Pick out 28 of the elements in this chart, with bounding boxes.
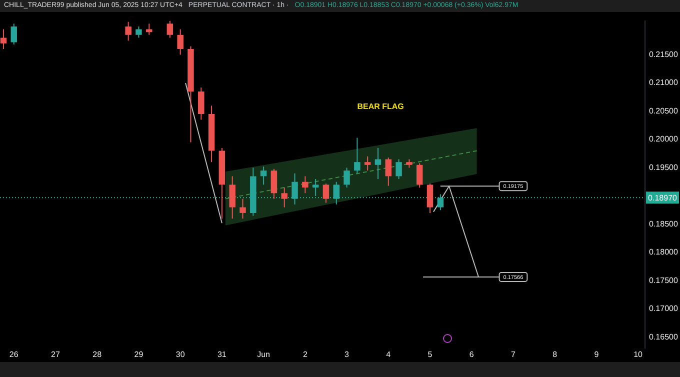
x-tick-label: 6 <box>469 350 474 360</box>
x-tick-label: 29 <box>134 350 144 360</box>
x-tick-label: 9 <box>594 350 600 360</box>
x-tick-label: 7 <box>511 350 516 360</box>
y-tick-label: 0.21000 <box>649 78 678 88</box>
y-tick-label: 0.21500 <box>649 50 678 59</box>
x-tick-label: 28 <box>92 350 102 360</box>
x-tick-label: 26 <box>9 350 19 360</box>
x-tick-label: 30 <box>176 350 186 360</box>
x-tick-label: 27 <box>51 350 60 360</box>
y-tick-label: 0.18000 <box>649 248 678 257</box>
y-tick-label: 0.17500 <box>649 276 678 285</box>
x-tick-label: Jun <box>257 350 270 360</box>
y-tick-label: 0.18500 <box>649 219 678 228</box>
y-tick-label: 0.20500 <box>649 106 678 116</box>
x-tick-label: 8 <box>552 350 558 360</box>
x-tick-label: 31 <box>217 350 227 360</box>
x-tick-label: 5 <box>428 350 433 360</box>
x-tick-label: 10 <box>634 350 644 360</box>
ref-line-label: 0.18970 <box>648 193 678 202</box>
y-tick-label: 0.16500 <box>649 332 678 342</box>
x-tick-label: 4 <box>386 350 392 360</box>
x-tick-label: 3 <box>344 350 350 360</box>
y-tick-label: 0.19500 <box>649 162 678 172</box>
annotation: BEAR FLAG <box>357 102 404 112</box>
y-tick-label: 0.17000 <box>649 304 678 314</box>
y-tick-label: 0.20000 <box>649 134 678 144</box>
x-tick-label: 2 <box>302 350 308 360</box>
